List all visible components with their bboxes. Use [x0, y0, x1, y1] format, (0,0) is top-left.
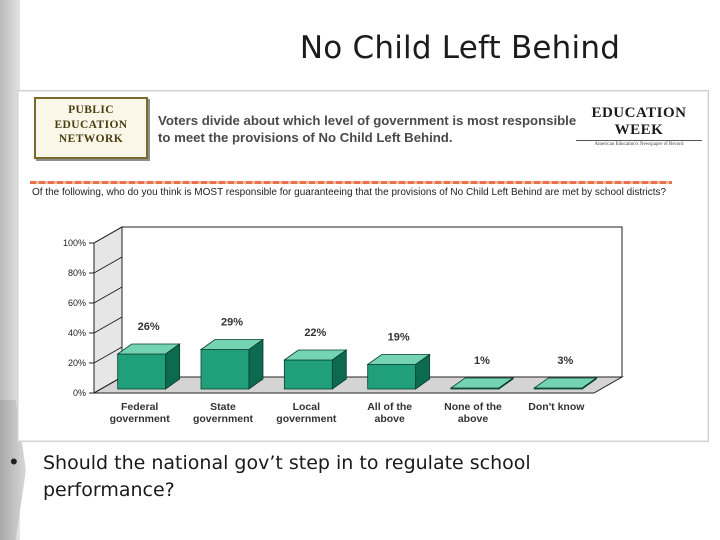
bar-data-label: 19%: [388, 332, 410, 344]
y-tick-label: 100%: [63, 238, 86, 248]
y-tick-depth: [93, 256, 123, 274]
bar-front: [117, 353, 167, 390]
logo-line: EDUCATION: [54, 118, 128, 131]
x-tick-label: All of the: [367, 401, 412, 413]
x-tick-label: above: [458, 413, 489, 425]
x-tick-label: Local: [293, 401, 321, 413]
x-tick-label: government: [110, 413, 171, 425]
y-tick-label: 20%: [68, 358, 86, 368]
chart-divider: [30, 181, 672, 184]
y-tick-depth: [93, 286, 123, 304]
bar-side: [498, 377, 514, 390]
education-week-logo: EDUCATION WEEK American Education's News…: [576, 105, 702, 147]
x-tick-label: government: [276, 413, 337, 425]
bar-side: [331, 349, 347, 390]
y-tick-label: 0%: [73, 388, 86, 398]
chart-question: Of the following, who do you think is MO…: [32, 187, 667, 198]
bar-side: [415, 353, 431, 390]
x-tick-label: None of the: [444, 401, 502, 413]
x-tick-label: Don't know: [528, 401, 585, 413]
bar-front: [367, 364, 417, 390]
y-tick-depth: [93, 316, 123, 334]
x-tick-label: above: [374, 413, 405, 425]
chart-back-wall: [121, 226, 623, 378]
education-week-logo-name: EDUCATION WEEK: [576, 105, 702, 141]
bar-front: [283, 359, 333, 390]
bar-data-label: 3%: [557, 355, 573, 367]
x-tick-label: Federal: [121, 401, 158, 413]
x-tick-label: State: [210, 401, 236, 413]
bar-data-label: 26%: [138, 321, 160, 333]
bullet-text: Should the national gov’t step in to reg…: [43, 452, 531, 501]
logo-line: PUBLIC: [68, 104, 114, 116]
bar-side: [581, 377, 597, 390]
y-tick-label: 60%: [68, 298, 86, 308]
y-tick-depth: [93, 226, 123, 244]
bullet-icon: •: [10, 449, 18, 474]
bar-side: [248, 338, 264, 390]
logo-line: NETWORK: [58, 133, 124, 145]
bar-chart: 0%20%40%60%80%100%26%Federalgovernment29…: [63, 226, 624, 425]
y-tick-depth: [93, 346, 123, 364]
public-education-network-logo: PUBLIC EDUCATION NETWORK: [34, 97, 148, 159]
bar-data-label: 29%: [221, 317, 243, 329]
bar-data-label: 1%: [474, 355, 490, 367]
y-tick-label: 80%: [68, 268, 86, 278]
bar-data-label: 22%: [304, 327, 326, 339]
public-education-network-logo-text: PUBLIC EDUCATION NETWORK: [36, 103, 146, 147]
x-tick-label: government: [193, 413, 254, 425]
y-tick-label: 40%: [68, 328, 86, 338]
slide-title: No Child Left Behind: [299, 30, 621, 66]
bar-side: [165, 343, 181, 390]
education-week-logo-tagline: American Education's Newspaper of Record: [594, 142, 684, 147]
bar-front: [200, 349, 250, 390]
chart-image-panel: PUBLIC EDUCATION NETWORK Voters divide a…: [17, 90, 709, 442]
chart-title: Voters divide about which level of gover…: [158, 113, 577, 145]
